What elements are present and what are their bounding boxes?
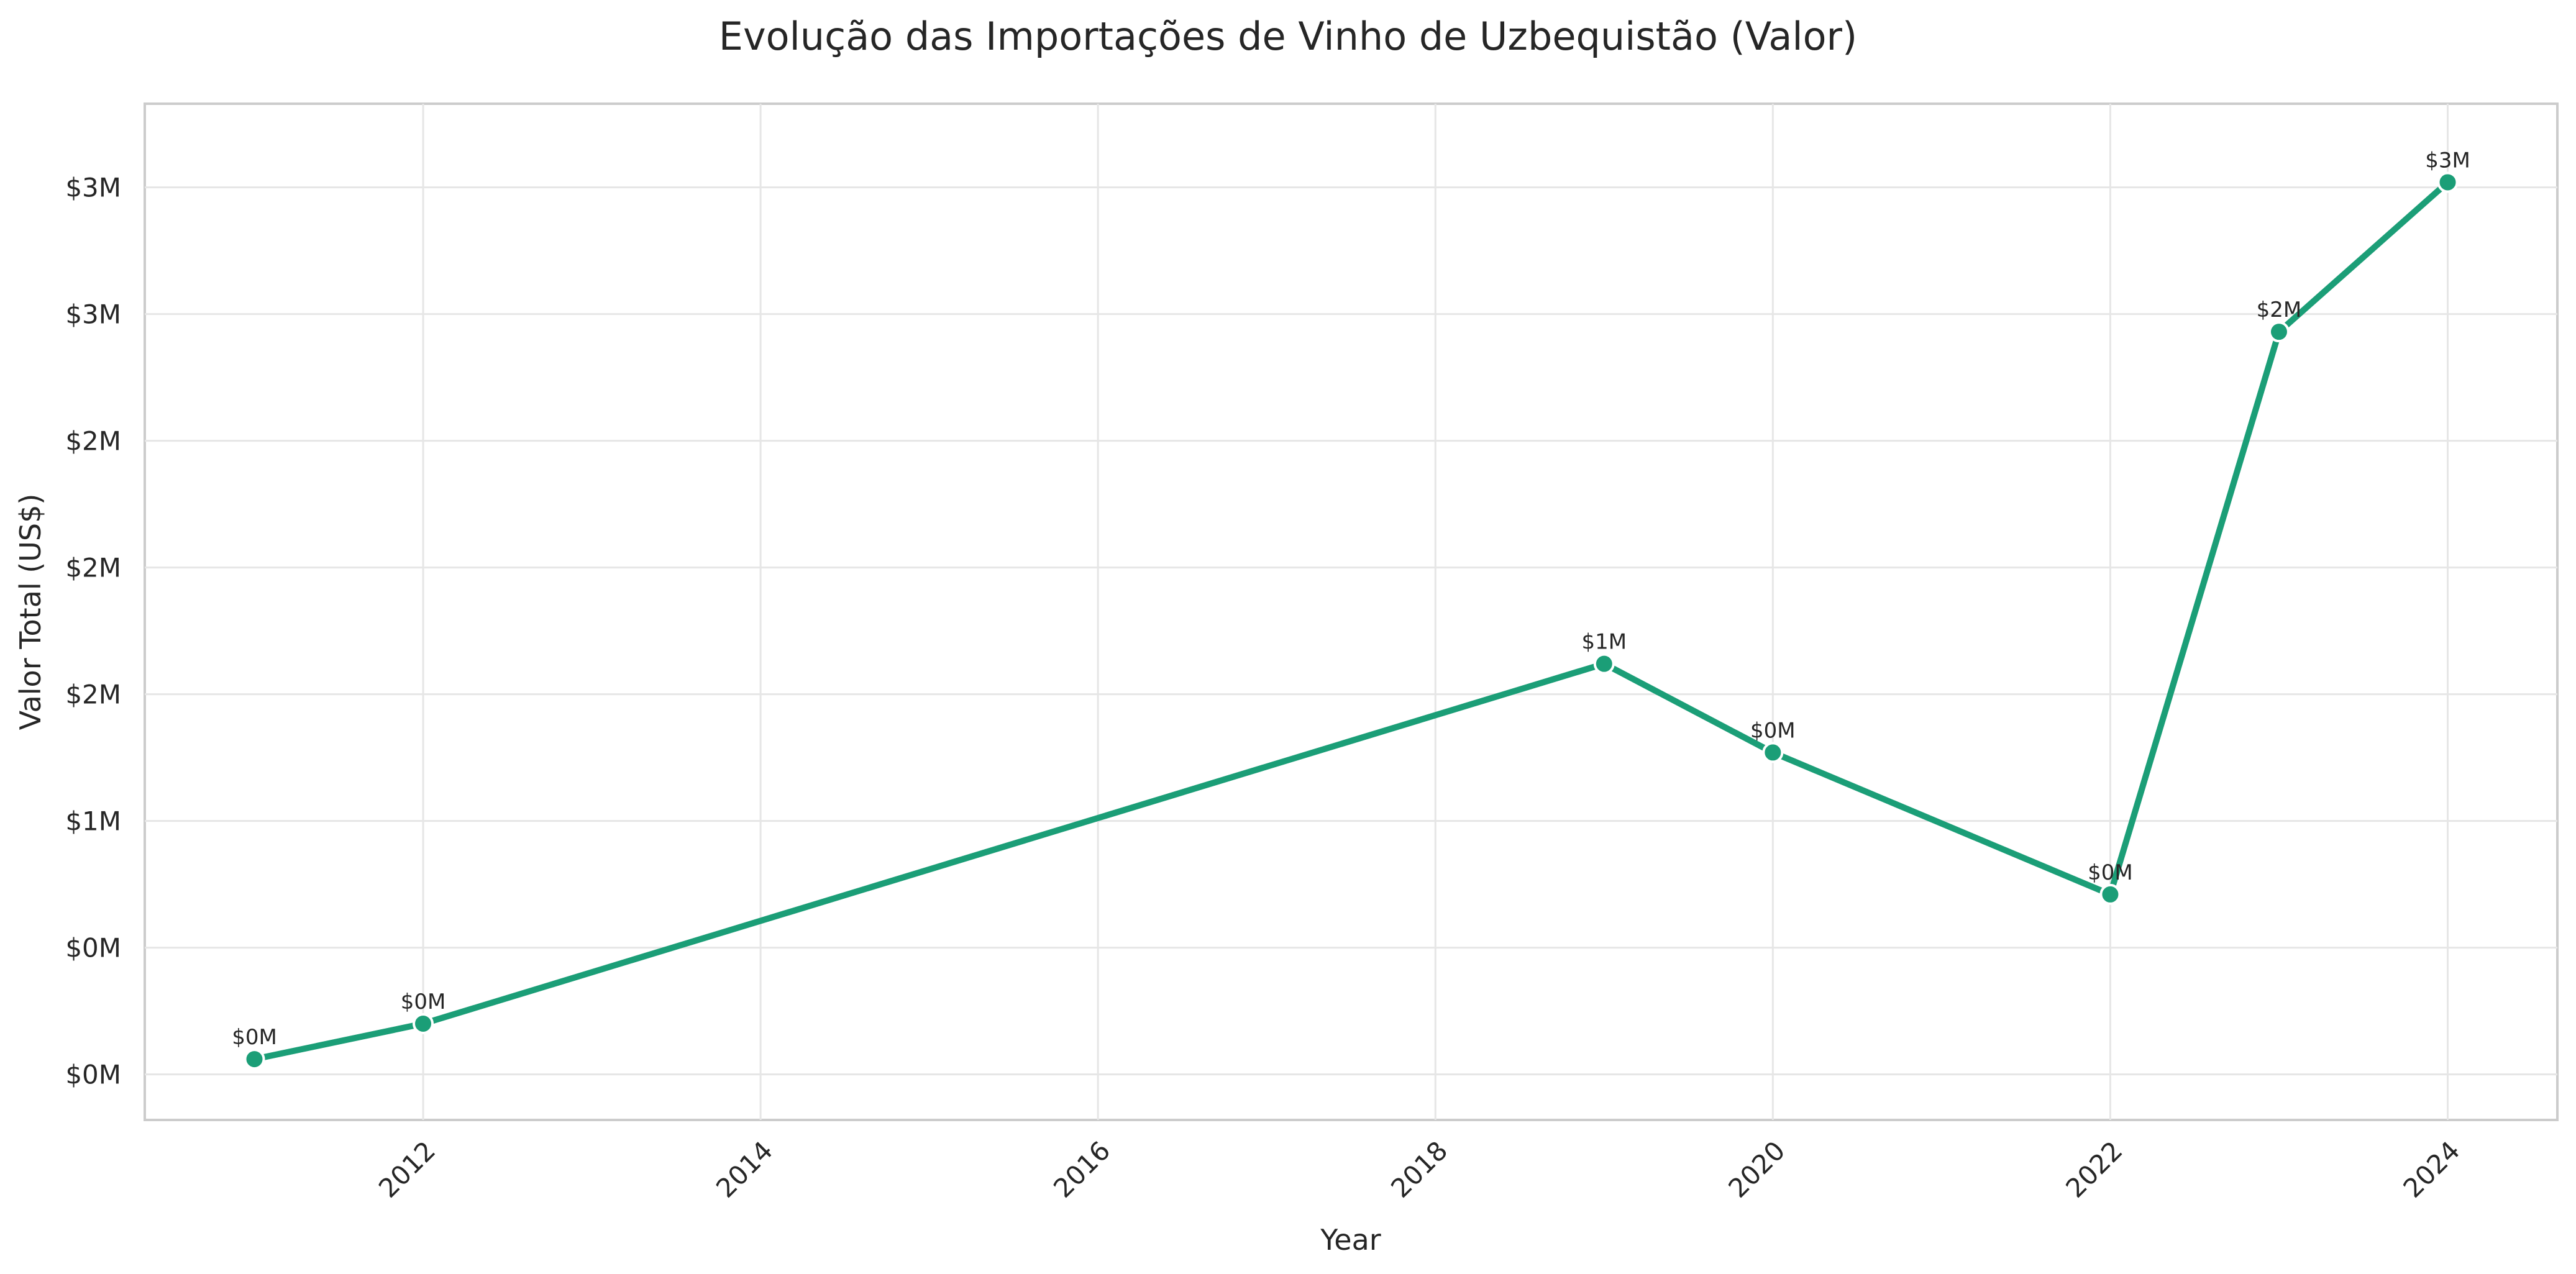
- x-tick-label: 2014: [710, 1135, 779, 1203]
- x-tick-label: 2018: [1385, 1135, 1453, 1203]
- y-tick-label: $2M: [65, 426, 121, 457]
- data-label: $1M: [1582, 630, 1627, 655]
- plot-area: [144, 102, 2559, 1121]
- data-point: [2437, 171, 2459, 193]
- data-point: [1762, 742, 1784, 763]
- data-point: [2099, 883, 2121, 905]
- x-tick-label: 2022: [2060, 1135, 2128, 1203]
- data-point: [2268, 321, 2290, 343]
- data-point: [413, 1012, 434, 1034]
- y-tick-label: $0M: [65, 1060, 121, 1090]
- data-label: $0M: [2088, 860, 2133, 885]
- y-tick-label: $0M: [65, 933, 121, 963]
- data-label: $0M: [1750, 718, 1796, 743]
- x-tick-label: 2012: [373, 1135, 441, 1203]
- data-label: $3M: [2425, 148, 2470, 173]
- chart-title: Evolução das Importações de Vinho de Uzb…: [719, 14, 1857, 59]
- data-labels: $0M $0M $1M $0M $0M $2M $3M: [232, 148, 2470, 1050]
- y-tick-label: $3M: [65, 299, 121, 330]
- y-tick-label: $1M: [65, 806, 121, 837]
- data-label: $0M: [401, 990, 446, 1014]
- series-layer: [244, 171, 2459, 1070]
- y-tick-label: $2M: [65, 553, 121, 583]
- data-point: [244, 1049, 265, 1070]
- x-tick-label: 2020: [1722, 1135, 1791, 1203]
- y-axis-label: Valor Total (US$): [14, 494, 47, 730]
- x-tick-label: 2024: [2397, 1135, 2465, 1203]
- x-tick-label: 2016: [1048, 1135, 1116, 1203]
- data-point: [1593, 653, 1615, 675]
- y-tick-label: $2M: [65, 680, 121, 710]
- grid-lines: [145, 104, 2557, 1120]
- data-label: $0M: [232, 1025, 277, 1050]
- data-label: $2M: [2257, 298, 2302, 322]
- y-tick-label: $3M: [65, 173, 121, 203]
- x-axis-label: Year: [1320, 1223, 1381, 1257]
